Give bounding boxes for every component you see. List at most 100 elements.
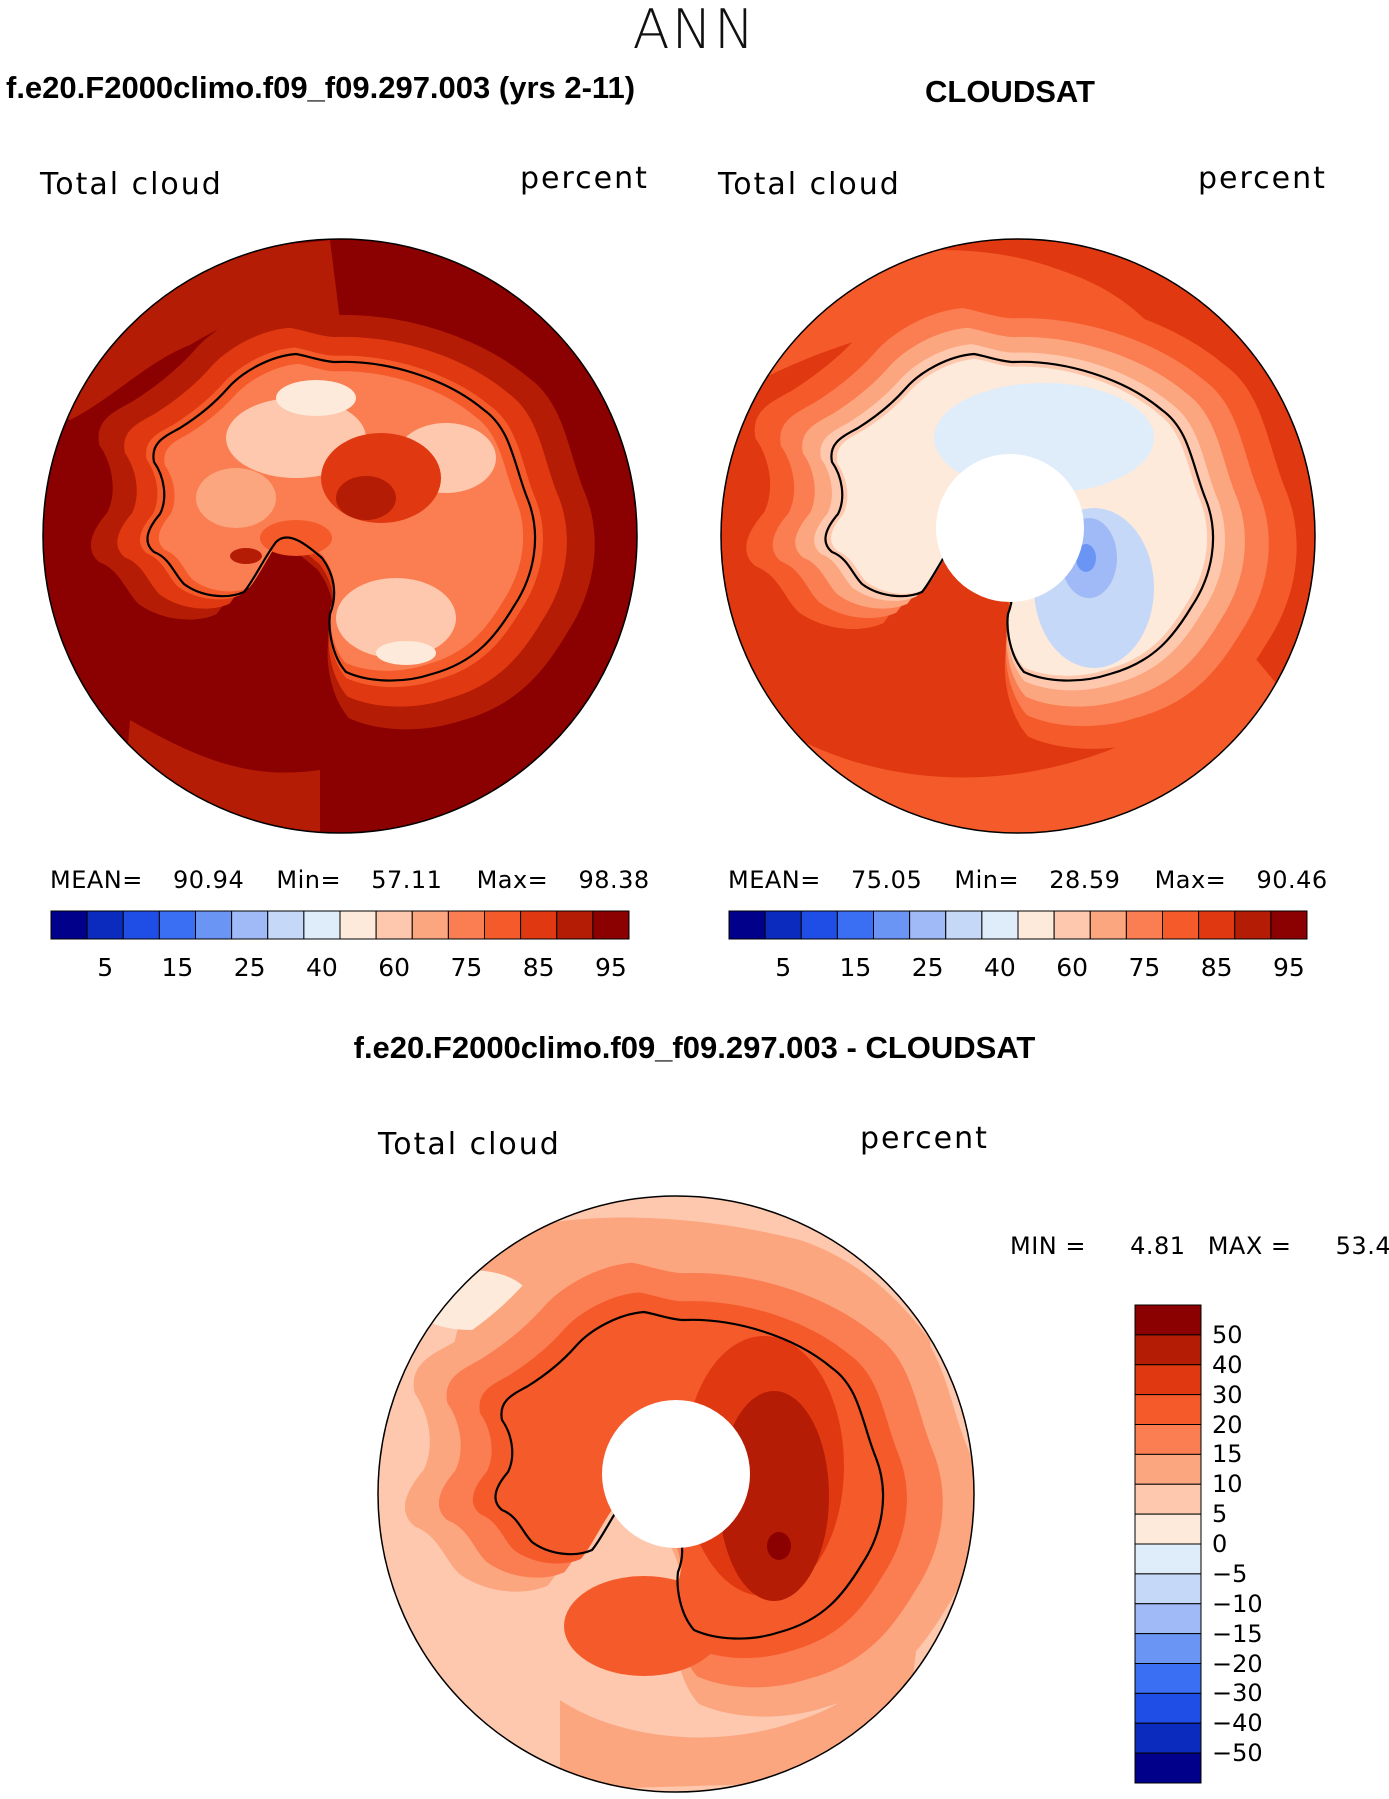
max-value: 90.46 xyxy=(1256,866,1328,894)
colorbar-swatch xyxy=(50,910,88,940)
colorbar-swatch xyxy=(1134,1364,1202,1396)
colorbar-tick-label: 75 xyxy=(1128,953,1161,982)
colorbar-tick-label: 5 xyxy=(97,953,114,982)
colorbar-swatch xyxy=(267,910,305,940)
max-value: 53.49 xyxy=(1335,1232,1389,1260)
diff-polar-map xyxy=(377,1195,975,1793)
map-fill xyxy=(767,1532,791,1560)
colorbar-swatch xyxy=(1134,1692,1202,1724)
mean-value: 90.94 xyxy=(173,866,245,894)
colorbar-swatch xyxy=(1017,910,1055,940)
colorbar-swatch xyxy=(1134,1633,1202,1664)
colorbar-swatch xyxy=(1134,1543,1202,1575)
colorbar-swatch xyxy=(1234,910,1272,940)
colorbar-tick-label: 30 xyxy=(1212,1380,1243,1409)
map-fill xyxy=(336,476,396,520)
max-label: Max= xyxy=(1154,866,1227,894)
colorbar-swatch xyxy=(1125,910,1163,940)
colorbar-tick-label: −50 xyxy=(1212,1739,1263,1768)
map-fill xyxy=(376,641,436,665)
colorbar-swatch xyxy=(1134,1603,1202,1635)
page-title: ANN xyxy=(632,0,757,61)
colorbar-tick-label: 60 xyxy=(1056,953,1089,982)
colorbar-swatch xyxy=(158,910,196,940)
colorbar-swatch xyxy=(873,910,911,940)
colorbar-swatch xyxy=(1053,910,1091,940)
max-label: MAX = xyxy=(1207,1232,1292,1260)
model-panel-title: f.e20.F2000climo.f09_f09.297.003 (yrs 2-… xyxy=(6,70,636,105)
colorbar-swatch xyxy=(1134,1453,1202,1485)
colorbar-swatch xyxy=(592,910,630,940)
model-units-label: percent xyxy=(520,161,649,196)
colorbar-tick-label: 5 xyxy=(1212,1500,1228,1529)
colorbar-swatch xyxy=(1134,1483,1202,1515)
colorbar-swatch xyxy=(520,910,558,940)
diff-variable-label: Total cloud xyxy=(378,1127,561,1162)
colorbar-tick-label: 40 xyxy=(1212,1350,1243,1379)
min-label: MIN = xyxy=(1010,1232,1086,1260)
colorbar-swatch xyxy=(195,910,233,940)
colorbar-swatch xyxy=(800,910,838,940)
colorbar-swatch xyxy=(1089,910,1127,940)
colorbar-tick-label: −5 xyxy=(1212,1559,1248,1588)
colorbar-swatch xyxy=(1198,910,1236,940)
mean-label: MEAN= xyxy=(728,866,821,894)
colorbar-swatch xyxy=(728,910,766,940)
colorbar-tick-label: −20 xyxy=(1212,1649,1263,1678)
map-fill xyxy=(564,1576,724,1676)
map-fill xyxy=(336,578,456,658)
map-fill xyxy=(276,380,356,416)
colorbar-swatch xyxy=(1134,1304,1202,1336)
colorbar-tick-label: −10 xyxy=(1212,1589,1263,1618)
max-label: Max= xyxy=(476,866,549,894)
min-value: 28.59 xyxy=(1049,866,1121,894)
colorbar-tick-label: 5 xyxy=(775,953,792,982)
colorbar-swatch xyxy=(447,910,485,940)
diff-units-label: percent xyxy=(860,1121,989,1156)
colorbar-swatch xyxy=(231,910,269,940)
obs-stats: MEAN= 75.05 Min= 28.59 Max= 90.46 xyxy=(728,866,1328,894)
colorbar-tick-label: 50 xyxy=(1212,1320,1243,1349)
map-fill xyxy=(1076,544,1096,572)
mean-value: 75.05 xyxy=(851,866,923,894)
colorbar-tick-label: 15 xyxy=(839,953,872,982)
map-fill xyxy=(760,640,1290,833)
obs-variable-label: Total cloud xyxy=(718,167,901,202)
obs-colorbar xyxy=(728,910,1308,940)
colorbar-swatch xyxy=(1134,1513,1202,1545)
obs-units-label: percent xyxy=(1198,161,1327,196)
map-fill xyxy=(230,548,262,564)
colorbar-tick-label: 75 xyxy=(450,953,483,982)
colorbar-tick-label: −15 xyxy=(1212,1619,1263,1648)
model-colorbar xyxy=(50,910,630,940)
model-polar-map xyxy=(42,238,638,834)
obs-polar-map xyxy=(720,238,1316,834)
colorbar-swatch xyxy=(375,910,413,940)
colorbar-tick-label: 20 xyxy=(1212,1410,1243,1439)
diff-colorbar xyxy=(1134,1304,1202,1784)
colorbar-swatch xyxy=(1162,910,1200,940)
model-stats: MEAN= 90.94 Min= 57.11 Max= 98.38 xyxy=(50,866,650,894)
colorbar-swatch xyxy=(945,910,983,940)
colorbar-swatch xyxy=(1134,1752,1202,1784)
map-fill xyxy=(940,728,1060,772)
colorbar-tick-label: 60 xyxy=(378,953,411,982)
colorbar-swatch xyxy=(339,910,377,940)
colorbar-swatch xyxy=(1134,1334,1202,1366)
colorbar-tick-label: 25 xyxy=(911,953,944,982)
diff-panel-title: f.e20.F2000climo.f09_f09.297.003 - CLOUD… xyxy=(353,1030,1036,1065)
colorbar-swatch xyxy=(303,910,341,940)
colorbar-tick-label: 85 xyxy=(1200,953,1233,982)
map-fill xyxy=(560,1620,920,1790)
min-label: Min= xyxy=(276,866,342,894)
obs-panel-title: CLOUDSAT xyxy=(925,74,1095,109)
colorbar-swatch xyxy=(764,910,802,940)
map-fill xyxy=(196,468,276,528)
mean-label: MEAN= xyxy=(50,866,143,894)
colorbar-swatch xyxy=(86,910,124,940)
colorbar-swatch xyxy=(1134,1573,1202,1605)
max-value: 98.38 xyxy=(578,866,650,894)
colorbar-swatch xyxy=(1270,910,1308,940)
colorbar-swatch xyxy=(981,910,1019,940)
colorbar-swatch xyxy=(836,910,874,940)
